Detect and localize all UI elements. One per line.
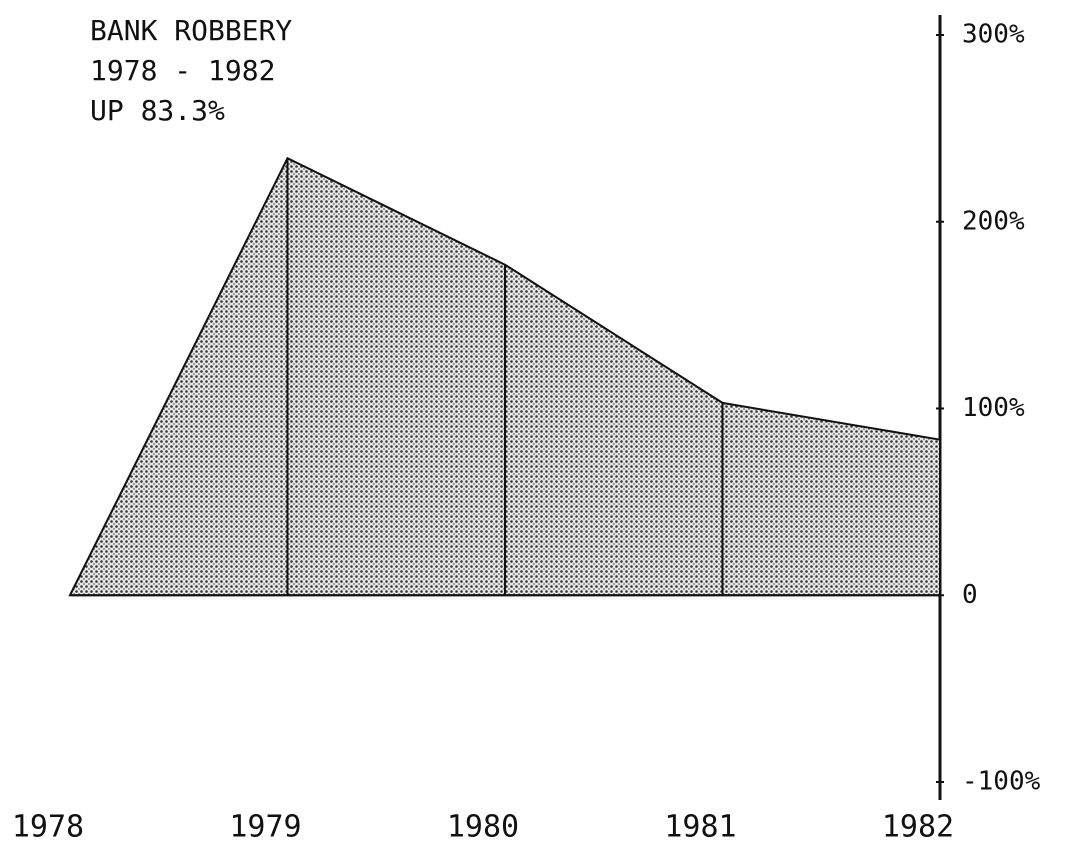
y-tick-label: 0 [962,580,978,610]
x-tick-label: 1978 [12,810,84,845]
chart-annotation: UP 83.3% [90,94,225,127]
x-tick-label: 1982 [882,810,954,845]
x-tick-label: 1980 [447,810,519,845]
x-tick-label: 1979 [229,810,301,845]
y-tick-label: 100% [962,393,1025,423]
chart-subtitle: 1978 - 1982 [90,54,275,87]
chart-title: BANK ROBBERY [90,14,292,47]
y-tick-label: -100% [962,767,1041,797]
x-tick-label: 1981 [664,810,736,845]
y-tick-label: 200% [962,206,1025,236]
y-tick-label: 300% [962,20,1025,50]
